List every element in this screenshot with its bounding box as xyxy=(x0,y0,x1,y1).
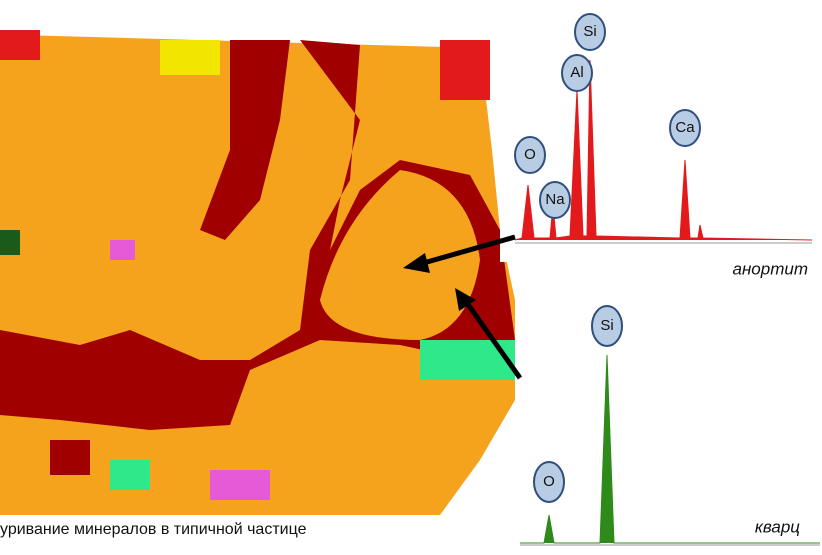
spectrum-quartz: кварц xyxy=(515,280,822,555)
mineral-map xyxy=(0,30,515,555)
peak-label: Na xyxy=(545,191,565,208)
peak-label: Al xyxy=(570,64,583,81)
peak-label: Ca xyxy=(675,119,695,136)
caption: кварц xyxy=(755,517,800,536)
spectrum-anorthite: анортит xyxy=(500,0,822,278)
peak-label: O xyxy=(524,146,536,163)
figure: анортит кварц O Na Al Si Ca Si O уривани… xyxy=(0,0,822,555)
map-caption: уривание минералов в типичной частице xyxy=(0,521,307,538)
peak-label: Si xyxy=(600,317,613,334)
peak-label: Si xyxy=(583,23,596,40)
peak-label: O xyxy=(543,473,555,490)
caption: анортит xyxy=(733,259,809,278)
